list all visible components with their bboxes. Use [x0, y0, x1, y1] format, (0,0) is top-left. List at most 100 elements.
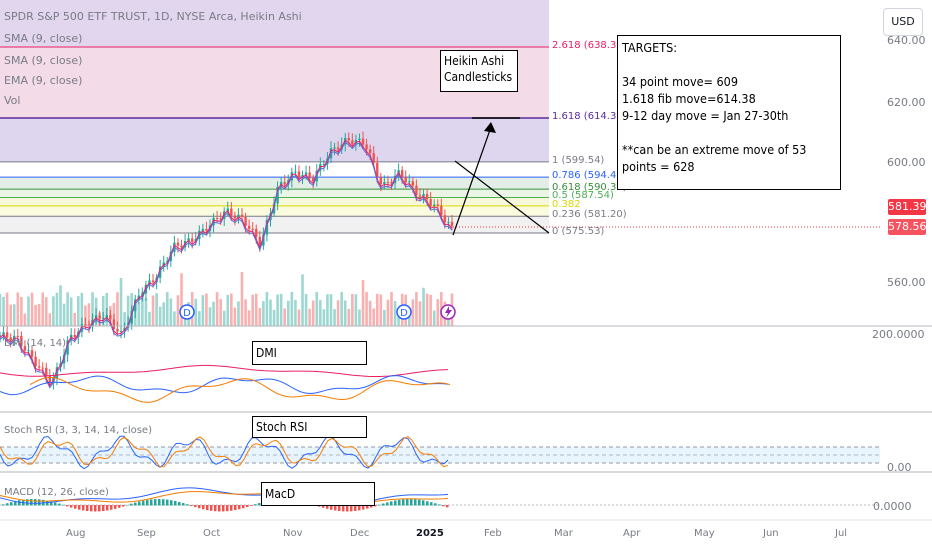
- sma-legend-2[interactable]: SMA (9, close): [4, 54, 83, 67]
- volume-bar: [34, 304, 37, 326]
- stoch-annotation[interactable]: Stoch RSI: [252, 416, 367, 438]
- candle-body: [244, 216, 247, 226]
- volume-bar: [286, 300, 290, 326]
- macd-bar: [190, 505, 193, 506]
- dmi-annotation[interactable]: DMI: [252, 341, 367, 365]
- volume-bar: [173, 311, 176, 326]
- volume-bar: [432, 310, 436, 326]
- macd-bar: [446, 505, 449, 508]
- volume-bar: [219, 299, 222, 326]
- volume-bar: [94, 297, 98, 326]
- targets-line: **can be an extreme move of 53: [622, 142, 807, 157]
- candle-body: [411, 181, 415, 186]
- targets-annotation[interactable]: TARGETS: 34 point move= 609 1.618 fib mov…: [617, 35, 841, 190]
- macd-bar: [98, 505, 101, 512]
- volume-bar: [254, 293, 258, 326]
- candle-body: [265, 220, 269, 235]
- macd-bar: [154, 499, 157, 506]
- candle-body: [390, 182, 393, 184]
- macd-bar: [2, 504, 5, 506]
- fib-band: [0, 118, 549, 162]
- candle-body: [276, 186, 279, 204]
- currency-button[interactable]: USD: [883, 8, 923, 36]
- volume-bar: [425, 293, 429, 326]
- macd-bar: [238, 505, 241, 510]
- last-price-tag: 581.39: [888, 199, 927, 215]
- volume-bar: [76, 296, 80, 326]
- macd-bar: [58, 503, 61, 506]
- macd-bar: [54, 502, 57, 506]
- candle-body: [379, 177, 383, 185]
- candle-body: [333, 147, 336, 149]
- candle-body: [141, 293, 144, 296]
- fib-band: [0, 161, 549, 178]
- candle-body: [386, 182, 390, 184]
- candle-body: [418, 195, 422, 197]
- macd-bar: [362, 505, 365, 510]
- macd-bar: [6, 503, 9, 506]
- volume-bar: [322, 309, 326, 326]
- candle-body: [255, 229, 258, 237]
- macd-bar: [142, 500, 145, 506]
- time-tick: Jul: [835, 528, 848, 539]
- volume-bar: [237, 301, 240, 326]
- volume-bar: [30, 292, 34, 326]
- candle-body: [212, 217, 215, 226]
- fib-band: [0, 177, 549, 190]
- volume-bar: [329, 294, 333, 326]
- macd-annotation[interactable]: MacD: [261, 482, 375, 506]
- candle-body: [87, 324, 91, 326]
- candle-body: [247, 225, 251, 229]
- volume-bar: [297, 309, 301, 326]
- volume-bar: [0, 294, 2, 326]
- volume-bar: [294, 299, 297, 326]
- macd-pane-legend[interactable]: MACD (12, 26, close): [4, 487, 109, 498]
- volume-bar: [365, 292, 368, 326]
- macd-bar: [50, 501, 53, 506]
- volume-bar: [415, 292, 418, 326]
- candle-body: [294, 171, 297, 173]
- macd-bar: [242, 505, 245, 509]
- stoch-pane-legend[interactable]: Stoch RSI (3, 3, 14, 14, close): [4, 425, 152, 436]
- candle-body: [230, 208, 233, 216]
- macd-bar: [422, 500, 425, 506]
- volume-bar: [16, 292, 20, 326]
- heikin-ashi-annotation[interactable]: Heikin Ashi Candlesticks: [440, 50, 518, 92]
- fib-label: 0 (575.53): [552, 226, 605, 237]
- time-tick: Apr: [623, 528, 641, 539]
- macd-bar: [354, 505, 357, 511]
- macd-bar: [18, 500, 21, 506]
- volume-bar: [358, 309, 361, 326]
- candle-body: [408, 181, 411, 183]
- sma-legend-1[interactable]: SMA (9, close): [4, 32, 83, 45]
- macd-bar: [402, 499, 405, 506]
- macd-bar: [82, 505, 85, 511]
- volume-bar: [37, 303, 41, 326]
- volume-bar: [347, 308, 351, 326]
- symbol-title[interactable]: SPDR S&P 500 ETF TRUST, 1D, NYSE Arca, H…: [4, 10, 302, 23]
- volume-bar: [123, 312, 126, 326]
- candle-body: [226, 208, 229, 212]
- volume-legend[interactable]: Vol: [4, 94, 21, 107]
- volume-bar: [383, 309, 386, 326]
- target-arrow-line: [452, 126, 492, 236]
- candle-body: [347, 137, 350, 141]
- candle-body: [20, 335, 23, 347]
- dmi-pane-legend[interactable]: DMI (14, 14): [4, 338, 67, 349]
- macd-bar: [406, 499, 409, 506]
- candle-body: [258, 236, 262, 246]
- volume-bar: [158, 306, 162, 326]
- macd-bar: [390, 501, 393, 506]
- macd-bar: [378, 504, 381, 506]
- candle-body: [450, 221, 454, 226]
- volume-bar: [84, 305, 87, 326]
- macd-bar: [122, 505, 125, 507]
- macd-bar: [426, 501, 429, 506]
- dividend-marker: [179, 304, 195, 320]
- volume-bar: [351, 294, 354, 326]
- macd-bar: [170, 500, 173, 506]
- targets-line: [622, 56, 840, 73]
- volume-bar: [283, 308, 287, 326]
- ema-legend[interactable]: EMA (9, close): [4, 74, 83, 87]
